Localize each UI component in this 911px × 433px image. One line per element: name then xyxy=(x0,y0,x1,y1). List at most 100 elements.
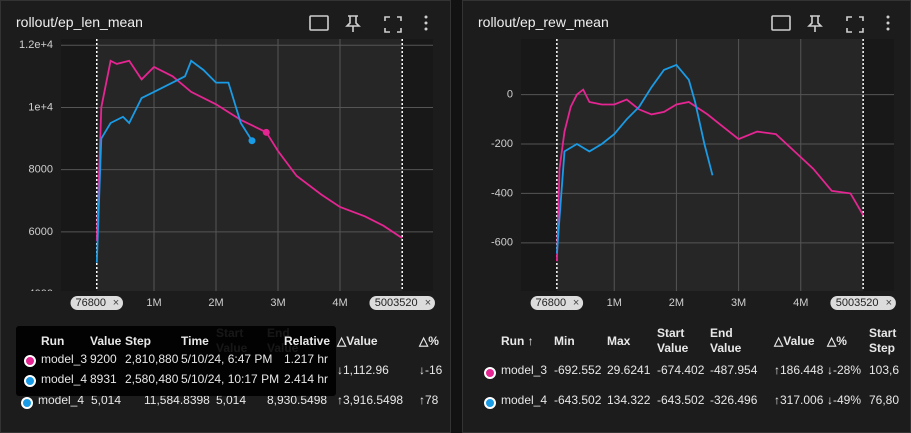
pin-icon[interactable] xyxy=(807,15,823,32)
chart: -600 -400 -200 0 1M 2M 3M 4M 76800 × 5003520 × xyxy=(491,15,896,310)
table-cell: ↑186.448 xyxy=(774,363,824,377)
more-dot xyxy=(886,15,890,19)
hover-point xyxy=(262,128,270,136)
tooltip-header: Relative xyxy=(284,334,331,348)
x-tick-label: 2M xyxy=(208,297,223,309)
table-cell: -326.496 xyxy=(710,393,758,407)
pin-icon[interactable] xyxy=(345,15,361,32)
table-cell: -643.502 xyxy=(554,393,602,407)
column-header[interactable]: △% xyxy=(419,334,439,348)
x-tick-label: 3M xyxy=(270,297,285,309)
column-header[interactable]: Start Step xyxy=(869,326,897,355)
tooltip-header: Value xyxy=(90,334,122,348)
table-cell: model_4 xyxy=(38,393,85,407)
more-dot xyxy=(886,21,890,25)
y-tick-label: 1.2e+4 xyxy=(19,39,53,51)
out-of-range xyxy=(402,39,433,291)
column-header[interactable]: △Value xyxy=(774,334,815,348)
toolbar xyxy=(771,15,890,33)
chip-bg xyxy=(830,296,896,310)
series-line xyxy=(95,59,253,263)
card: rollout/ep_rew_mean -600 -400 -200 0 1M 2M 3M 4… xyxy=(462,0,911,433)
run-dot xyxy=(484,367,496,379)
out-of-range xyxy=(863,39,894,291)
y-tick-label: 0 xyxy=(507,88,513,100)
table-cell: -692.552 xyxy=(554,363,602,377)
tooltip-cell: 9200 xyxy=(90,352,117,366)
range-chip[interactable]: 5003520 × xyxy=(369,296,435,310)
table-cell: ↑317.006 xyxy=(774,393,824,407)
table-cell: ↑3,916.5498 xyxy=(337,393,404,407)
table-cell: model_4 xyxy=(501,393,548,407)
run-dot xyxy=(24,355,36,367)
y-tick-label: -600 xyxy=(491,237,513,249)
out-of-range xyxy=(61,39,97,291)
table-cell: 134.322 xyxy=(607,393,651,407)
hover-point xyxy=(248,137,256,145)
chip-close: × xyxy=(886,297,892,309)
out-of-range xyxy=(521,39,557,291)
table-cell: 8,930.5498 xyxy=(267,393,328,407)
y-tick-label: 8000 xyxy=(29,164,53,176)
fit-icon[interactable] xyxy=(309,15,329,31)
column-header[interactable]: △% xyxy=(827,334,847,348)
more-dot xyxy=(424,21,428,25)
table-cell: 29.6241 xyxy=(607,363,651,377)
more-dot xyxy=(424,27,428,31)
fit-icon[interactable] xyxy=(771,15,791,31)
column-header[interactable]: △Value xyxy=(337,334,378,348)
more-dot xyxy=(886,27,890,31)
run-dot xyxy=(24,375,36,387)
table-cell: -674.402 xyxy=(657,363,705,377)
run-dot xyxy=(484,397,496,409)
plot-bg xyxy=(61,39,433,291)
chip-label: 5003520 xyxy=(375,297,418,309)
range-chip[interactable]: 5003520 × xyxy=(830,296,896,310)
chip-close: × xyxy=(425,297,431,309)
y-tick-label: 6000 xyxy=(29,226,53,238)
toolbar xyxy=(309,15,428,33)
tooltip-cell: model_4 xyxy=(41,372,88,386)
y-tick-label: -200 xyxy=(491,138,513,150)
tooltip-cell: 5/10/24, 10:17 PM xyxy=(181,372,280,386)
chip-bg xyxy=(70,296,124,310)
tooltip-cell: 2,580,480 xyxy=(125,372,179,386)
fullscreen-icon[interactable] xyxy=(384,16,402,33)
chip-label: 76800 xyxy=(75,297,106,309)
tooltip-cell: 5/10/24, 6:47 PM xyxy=(181,352,273,366)
x-tick-label: 1M xyxy=(607,297,622,309)
table-cell: 11,584.8398 xyxy=(144,393,210,407)
table-cell: -487.954 xyxy=(710,363,758,377)
series-line xyxy=(95,59,403,242)
tooltip-cell: model_3 xyxy=(41,352,88,366)
chip-bg xyxy=(369,296,435,310)
column-header[interactable]: Start Value xyxy=(657,326,689,355)
tooltip-header: Step xyxy=(125,334,152,348)
chip-close: × xyxy=(113,297,119,309)
table-cell: ↓-16 xyxy=(419,363,443,377)
tooltip-cell: 1.217 hr xyxy=(284,352,329,366)
series-line xyxy=(556,63,714,254)
column-header[interactable]: Run ↑ xyxy=(501,334,534,348)
column-header[interactable]: Max xyxy=(607,334,631,348)
x-tick-label: 4M xyxy=(332,297,347,309)
table-cell: model_3 xyxy=(501,363,548,377)
tooltip-header: Time xyxy=(181,334,209,348)
x-tick-label: 1M xyxy=(146,297,161,309)
run-dot xyxy=(21,397,33,409)
x-tick-label: 2M xyxy=(669,297,684,309)
chip-close: × xyxy=(573,297,579,309)
column-header[interactable]: End Value xyxy=(710,326,742,355)
more-dot xyxy=(424,15,428,19)
table-cell: ↓-28% xyxy=(827,363,862,377)
plot-bg xyxy=(521,39,894,291)
range-chip[interactable]: 76800 × xyxy=(530,296,584,310)
column-header[interactable]: Min xyxy=(554,334,575,348)
fullscreen-icon[interactable] xyxy=(846,16,864,33)
x-tick-label: 4M xyxy=(793,297,808,309)
tooltip-cell: 2,810,880 xyxy=(125,352,179,366)
tooltip-cell: 8931 xyxy=(90,372,117,386)
range-chip[interactable]: 76800 × xyxy=(70,296,124,310)
